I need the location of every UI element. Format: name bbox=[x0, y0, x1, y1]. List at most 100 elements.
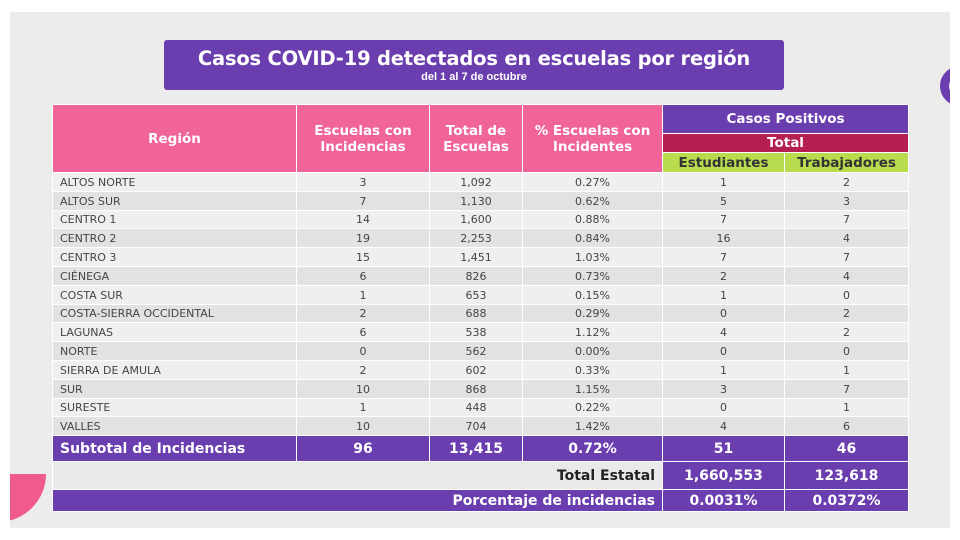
page-subtitle: del 1 al 7 de octubre bbox=[421, 71, 527, 83]
cell-estudiantes: 0 bbox=[662, 397, 785, 418]
cell-trabajadores: 4 bbox=[784, 265, 909, 286]
total-estatal-trabajadores: 123,618 bbox=[784, 461, 909, 491]
cell-region: COSTA SUR bbox=[52, 284, 297, 305]
cell-total-escuelas: 653 bbox=[429, 284, 523, 305]
table-header: Región Escuelas con Incidencias Total de… bbox=[52, 104, 909, 173]
cell-incidencias: 10 bbox=[296, 416, 430, 437]
cell-incidencias: 1 bbox=[296, 284, 430, 305]
table-row: CENTRO 1 14 1,600 0.88% 7 7 bbox=[52, 209, 909, 230]
subtotal-trabajadores: 46 bbox=[784, 435, 909, 463]
cell-incidencias: 3 bbox=[296, 172, 430, 192]
cell-estudiantes: 7 bbox=[662, 209, 785, 230]
header-pct-escuelas: % Escuelas con Incidentes bbox=[522, 104, 663, 173]
porcentaje-estudiantes: 0.0031% bbox=[662, 489, 785, 513]
cell-total-escuelas: 602 bbox=[429, 359, 523, 380]
table-row: VALLES 10 704 1.42% 4 6 bbox=[52, 416, 909, 437]
cell-estudiantes: 4 bbox=[662, 416, 785, 437]
porcentaje-label: Porcentaje de incidencias bbox=[52, 489, 663, 513]
header-casos-positivos: Casos Positivos bbox=[662, 104, 909, 134]
header-estudiantes: Estudiantes bbox=[662, 152, 785, 173]
decorative-quarter-circle bbox=[10, 474, 46, 522]
cell-incidencias: 6 bbox=[296, 322, 430, 343]
header-total-escuelas: Total de Escuelas bbox=[429, 104, 523, 173]
cell-pct: 1.15% bbox=[522, 378, 663, 399]
table-row: CENTRO 3 15 1,451 1.03% 7 7 bbox=[52, 247, 909, 267]
table-row: LAGUNAS 6 538 1.12% 4 2 bbox=[52, 322, 909, 343]
cell-trabajadores: 4 bbox=[784, 228, 909, 249]
table-row: SURESTE 1 448 0.22% 0 1 bbox=[52, 397, 909, 418]
cell-region: SIERRA DE AMULA bbox=[52, 359, 297, 380]
table-row: CIÉNEGA 6 826 0.73% 2 4 bbox=[52, 265, 909, 286]
total-estatal-row: Total Estatal 1,660,553 123,618 bbox=[52, 461, 909, 491]
table-row: ALTOS NORTE 3 1,092 0.27% 1 2 bbox=[52, 172, 909, 192]
cell-total-escuelas: 562 bbox=[429, 341, 523, 361]
cell-region: VALLES bbox=[52, 416, 297, 437]
cell-incidencias: 14 bbox=[296, 209, 430, 230]
cell-trabajadores: 7 bbox=[784, 378, 909, 399]
cell-region: ALTOS SUR bbox=[52, 190, 297, 211]
cell-region: CENTRO 2 bbox=[52, 228, 297, 249]
subtotal-estudiantes: 51 bbox=[662, 435, 785, 463]
table-row: SUR 10 868 1.15% 3 7 bbox=[52, 378, 909, 399]
cell-trabajadores: 0 bbox=[784, 341, 909, 361]
cell-pct: 1.12% bbox=[522, 322, 663, 343]
cell-pct: 0.00% bbox=[522, 341, 663, 361]
decorative-ring bbox=[940, 66, 950, 106]
cell-incidencias: 10 bbox=[296, 378, 430, 399]
table-footer: Subtotal de Incidencias 96 13,415 0.72% … bbox=[52, 435, 909, 513]
header-total: Total bbox=[662, 133, 909, 153]
table-row: SIERRA DE AMULA 2 602 0.33% 1 1 bbox=[52, 359, 909, 380]
cell-total-escuelas: 868 bbox=[429, 378, 523, 399]
table-body: ALTOS NORTE 3 1,092 0.27% 1 2 ALTOS SUR 7 1,130 0… bbox=[52, 172, 909, 437]
subtotal-total: 13,415 bbox=[429, 435, 523, 463]
table-row: COSTA-SIERRA OCCIDENTAL 2 688 0.29% 0 2 bbox=[52, 303, 909, 324]
table-row: ALTOS SUR 7 1,130 0.62% 5 3 bbox=[52, 190, 909, 211]
cell-region: CENTRO 3 bbox=[52, 247, 297, 267]
cell-trabajadores: 7 bbox=[784, 247, 909, 267]
cell-total-escuelas: 1,600 bbox=[429, 209, 523, 230]
header-region: Región bbox=[52, 104, 297, 173]
cell-pct: 0.15% bbox=[522, 284, 663, 305]
cell-trabajadores: 2 bbox=[784, 303, 909, 324]
cell-pct: 0.22% bbox=[522, 397, 663, 418]
title-banner: Casos COVID-19 detectados en escuelas po… bbox=[164, 40, 784, 90]
cell-pct: 1.03% bbox=[522, 247, 663, 267]
cell-pct: 0.29% bbox=[522, 303, 663, 324]
cell-incidencias: 7 bbox=[296, 190, 430, 211]
page-title: Casos COVID-19 detectados en escuelas po… bbox=[197, 47, 751, 70]
cell-total-escuelas: 1,092 bbox=[429, 172, 523, 192]
cell-region: NORTE bbox=[52, 341, 297, 361]
cell-estudiantes: 1 bbox=[662, 284, 785, 305]
cell-trabajadores: 1 bbox=[784, 359, 909, 380]
cell-estudiantes: 1 bbox=[662, 172, 785, 192]
cell-total-escuelas: 448 bbox=[429, 397, 523, 418]
cell-pct: 0.33% bbox=[522, 359, 663, 380]
cell-trabajadores: 6 bbox=[784, 416, 909, 437]
cell-estudiantes: 0 bbox=[662, 303, 785, 324]
cell-estudiantes: 4 bbox=[662, 322, 785, 343]
table-row: NORTE 0 562 0.00% 0 0 bbox=[52, 341, 909, 361]
cell-total-escuelas: 704 bbox=[429, 416, 523, 437]
header-trabajadores: Trabajadores bbox=[784, 152, 909, 173]
cell-total-escuelas: 1,451 bbox=[429, 247, 523, 267]
cell-region: SUR bbox=[52, 378, 297, 399]
cell-pct: 0.73% bbox=[522, 265, 663, 286]
cell-estudiantes: 3 bbox=[662, 378, 785, 399]
cell-trabajadores: 2 bbox=[784, 322, 909, 343]
cell-trabajadores: 0 bbox=[784, 284, 909, 305]
subtotal-label: Subtotal de Incidencias bbox=[52, 435, 297, 463]
cell-estudiantes: 1 bbox=[662, 359, 785, 380]
porcentaje-trabajadores: 0.0372% bbox=[784, 489, 909, 513]
cell-pct: 0.84% bbox=[522, 228, 663, 249]
cell-region: LAGUNAS bbox=[52, 322, 297, 343]
cell-region: COSTA-SIERRA OCCIDENTAL bbox=[52, 303, 297, 324]
porcentaje-row: Porcentaje de incidencias 0.0031% 0.0372… bbox=[52, 489, 909, 513]
cell-region: CIÉNEGA bbox=[52, 265, 297, 286]
cell-incidencias: 1 bbox=[296, 397, 430, 418]
cell-incidencias: 19 bbox=[296, 228, 430, 249]
cell-trabajadores: 1 bbox=[784, 397, 909, 418]
cell-pct: 1.42% bbox=[522, 416, 663, 437]
cell-estudiantes: 2 bbox=[662, 265, 785, 286]
cell-trabajadores: 3 bbox=[784, 190, 909, 211]
cases-table: Región Escuelas con Incidencias Total de… bbox=[52, 104, 909, 513]
